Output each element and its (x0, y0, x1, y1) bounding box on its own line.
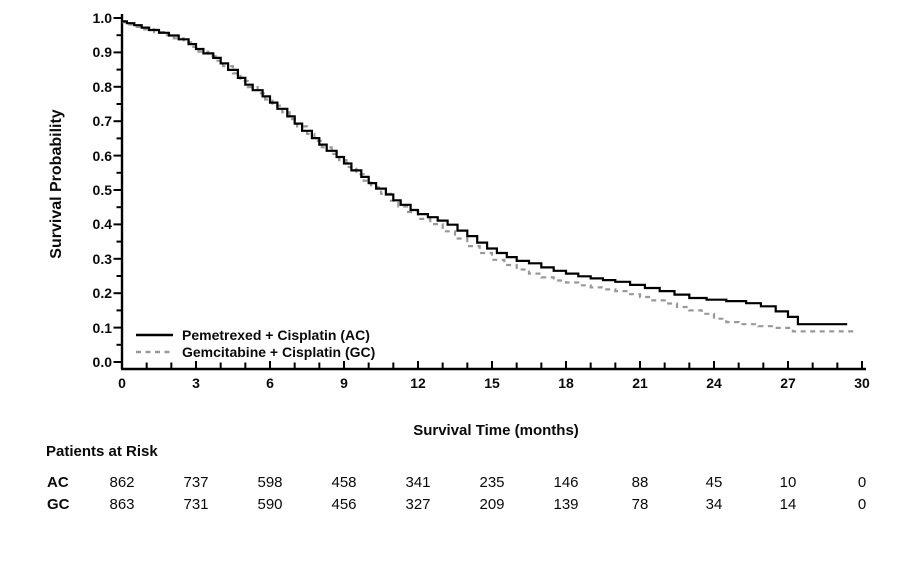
y-tick-label-0.2: 0.2 (92, 285, 112, 302)
risk-count-ac-m30: 0 (857, 474, 867, 491)
risk-count-gc-m15: 209 (479, 496, 505, 513)
risk-count-gc-m24: 34 (705, 496, 723, 513)
y-tick-label-0.9: 0.9 (92, 44, 112, 61)
x-tick-label-27: 27 (780, 375, 796, 391)
risk-count-ac-m15: 235 (479, 474, 505, 491)
y-tick-label-1.0: 1.0 (92, 10, 112, 26)
y-tick-label-0.0: 0.0 (92, 354, 112, 370)
legend-entry-ac: Pemetrexed + Cisplatin (AC) (136, 327, 375, 343)
y-tick-label-0.7: 0.7 (92, 113, 112, 130)
risk-count-ac-m24: 45 (705, 474, 723, 491)
legend-label-gc: Gemcitabine + Cisplatin (GC) (182, 344, 376, 360)
y-tick-label-0.1: 0.1 (92, 319, 112, 336)
y-axis-title: Survival Probability (48, 109, 65, 259)
risk-count-gc-m3: 731 (183, 496, 209, 513)
risk-row-label-ac: AC (47, 474, 69, 491)
risk-count-gc-m9: 456 (331, 496, 357, 513)
risk-count-ac-m27: 10 (779, 474, 797, 491)
risk-count-gc-m12: 327 (405, 496, 431, 513)
x-tick-label-30: 30 (854, 375, 870, 391)
risk-count-gc-m6: 590 (257, 496, 283, 513)
risk-count-ac-m9: 458 (331, 474, 357, 491)
x-tick-label-6: 6 (266, 375, 274, 391)
x-tick-label-18: 18 (558, 375, 574, 391)
risk-count-gc-m27: 14 (779, 496, 797, 513)
y-tick-label-0.3: 0.3 (92, 250, 112, 267)
survival-curve-ac (122, 20, 848, 326)
y-tick-label-0.8: 0.8 (92, 78, 112, 95)
dashed-line-sample-icon (136, 350, 173, 354)
x-tick-label-12: 12 (410, 375, 426, 391)
risk-count-gc-m18: 139 (553, 496, 579, 513)
risk-count-ac-m0: 862 (109, 474, 135, 491)
legend-label-ac: Pemetrexed + Cisplatin (AC) (182, 327, 370, 343)
risk-count-gc-m0: 863 (109, 496, 135, 513)
x-tick-label-24: 24 (706, 375, 722, 391)
x-tick-label-15: 15 (484, 375, 500, 391)
y-tick-label-0.5: 0.5 (92, 182, 112, 198)
legend-entry-gc: Gemcitabine + Cisplatin (GC) (136, 344, 375, 360)
x-axis-title: Survival Time (months) (413, 422, 579, 439)
risk-count-gc-m30: 0 (857, 496, 867, 513)
risk-row-label-gc: GC (47, 496, 70, 513)
y-tick-label-0.6: 0.6 (92, 147, 112, 164)
risk-count-ac-m12: 341 (405, 474, 431, 491)
patients-at-risk-title: Patients at Risk (46, 443, 158, 460)
risk-count-ac-m21: 88 (631, 474, 649, 491)
risk-count-ac-m3: 737 (183, 474, 209, 491)
x-tick-label-9: 9 (340, 375, 348, 391)
y-tick-label-0.4: 0.4 (92, 216, 112, 233)
risk-count-ac-m18: 146 (553, 474, 579, 491)
risk-count-gc-m21: 78 (631, 496, 649, 513)
x-tick-label-0: 0 (118, 375, 126, 391)
survival-curve-gc (122, 21, 858, 333)
legend: Pemetrexed + Cisplatin (AC) Gemcitabine … (136, 327, 375, 361)
x-tick-label-21: 21 (632, 375, 648, 391)
solid-line-sample-icon (136, 333, 173, 337)
risk-count-ac-m6: 598 (257, 474, 283, 491)
x-tick-label-3: 3 (192, 375, 200, 391)
